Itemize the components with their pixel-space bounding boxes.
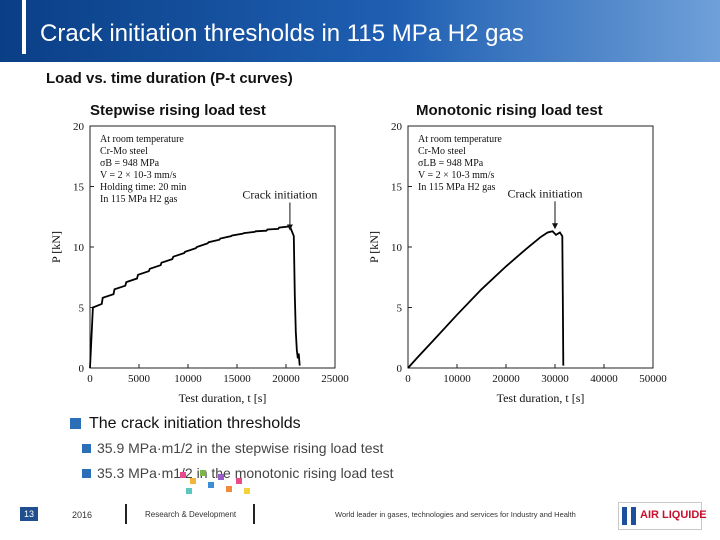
y-tick-label: 0 — [79, 363, 85, 375]
footer-divider — [125, 504, 127, 524]
y-tick-label: 10 — [73, 242, 85, 254]
crack-arrow-head — [552, 223, 558, 230]
page-number: 13 — [20, 507, 38, 521]
y-tick-label: 5 — [79, 303, 85, 315]
bullet-thresholds-text: The crack initiation thresholds — [89, 415, 301, 432]
y-axis-label: P [kN] — [367, 231, 381, 263]
y-tick-label: 5 — [397, 303, 403, 315]
bullet-square-icon — [70, 418, 81, 429]
bullet-stepwise: 35.9 MPa·m1/2 in the stepwise rising loa… — [82, 440, 383, 456]
y-tick-label: 0 — [397, 363, 403, 375]
data-series-line — [407, 230, 565, 369]
stepwise-load-chart: 0 5000 10000 15000 20000 25000 0 5 10 15 20 Test du… — [49, 121, 349, 405]
annotation-line: Cr-Mo steel — [100, 146, 148, 157]
title-banner: Crack initiation thresholds in 115 MPa H… — [0, 0, 720, 62]
x-axis-label: Test duration, t [s] — [497, 391, 585, 405]
crack-arrow-head — [286, 224, 293, 231]
footer-department: Research & Development — [145, 510, 237, 519]
footer-divider — [253, 504, 255, 524]
annotation-line: V = 2 × 10-3 mm/s — [100, 170, 176, 181]
data-series-line — [89, 225, 301, 369]
left-plot-label: Stepwise rising load test — [90, 102, 266, 119]
bullet-monotonic-text: 35.3 MPa·m1/2 in the monotonic rising lo… — [97, 465, 394, 481]
x-tick-label: 40000 — [590, 373, 618, 385]
bullet-stepwise-text: 35.9 MPa·m1/2 in the stepwise rising loa… — [97, 440, 384, 456]
logo-name: AIR LIQUIDE — [640, 509, 707, 521]
annotation-line: Cr-Mo steel — [418, 146, 466, 157]
x-tick-label: 20000 — [492, 373, 520, 385]
crack-initiation-label: Crack initiation — [242, 187, 317, 201]
footer: 13 2016 Research & Development World lea… — [0, 500, 720, 540]
annotation-line: At room temperature — [418, 134, 502, 145]
bullet-square-icon — [82, 444, 91, 453]
crack-initiation-label: Crack initiation — [508, 186, 583, 200]
annotation-line: V = 2 × 10-3 mm/s — [418, 170, 494, 181]
annotation-line: At room temperature — [100, 134, 184, 145]
right-plot-label: Monotonic rising load test — [416, 102, 603, 119]
slide-subtitle: Load vs. time duration (P-t curves) — [46, 70, 293, 87]
slide-title: Crack initiation thresholds in 115 MPa H… — [40, 20, 524, 47]
x-tick-label: 0 — [405, 373, 411, 385]
y-tick-label: 20 — [73, 121, 85, 133]
x-tick-label: 5000 — [128, 373, 151, 385]
y-tick-label: 10 — [391, 242, 403, 254]
annotation-line: In 115 MPa H2 gas — [100, 194, 178, 205]
y-axis-label: P [kN] — [49, 231, 63, 263]
annotation-line: In 115 MPa H2 gas — [418, 182, 496, 193]
x-tick-label: 25000 — [321, 373, 349, 385]
x-tick-label: 30000 — [541, 373, 569, 385]
x-tick-label: 10000 — [443, 373, 471, 385]
bullet-square-icon — [82, 469, 91, 478]
y-tick-label: 15 — [391, 182, 403, 194]
x-tick-label: 10000 — [174, 373, 202, 385]
x-axis-label: Test duration, t [s] — [179, 391, 267, 405]
banner-accent-bar — [22, 0, 26, 54]
air-liquide-logo: AIR LIQUIDE — [618, 502, 707, 530]
x-tick-label: 15000 — [223, 373, 251, 385]
annotation-line: σB = 948 MPa — [100, 158, 160, 169]
bullet-thresholds: The crack initiation thresholds — [70, 415, 301, 433]
x-tick-label: 50000 — [639, 373, 667, 385]
y-tick-label: 20 — [391, 121, 403, 133]
x-tick-label: 0 — [87, 373, 93, 385]
monotonic-load-chart: 0 10000 20000 30000 40000 50000 0 5 10 15 20 Test d… — [367, 121, 667, 405]
y-tick-label: 15 — [73, 182, 85, 194]
footer-year: 2016 — [72, 510, 93, 520]
x-tick-label: 20000 — [272, 373, 300, 385]
decorative-pixel-graphic — [180, 470, 250, 494]
annotation-line: σLB = 948 MPa — [418, 158, 484, 169]
annotation-line: Holding time: 20 min — [100, 182, 186, 193]
footer-tagline: World leader in gases, technologies and … — [335, 510, 576, 519]
bullet-monotonic: 35.3 MPa·m1/2 in the monotonic rising lo… — [82, 465, 394, 481]
